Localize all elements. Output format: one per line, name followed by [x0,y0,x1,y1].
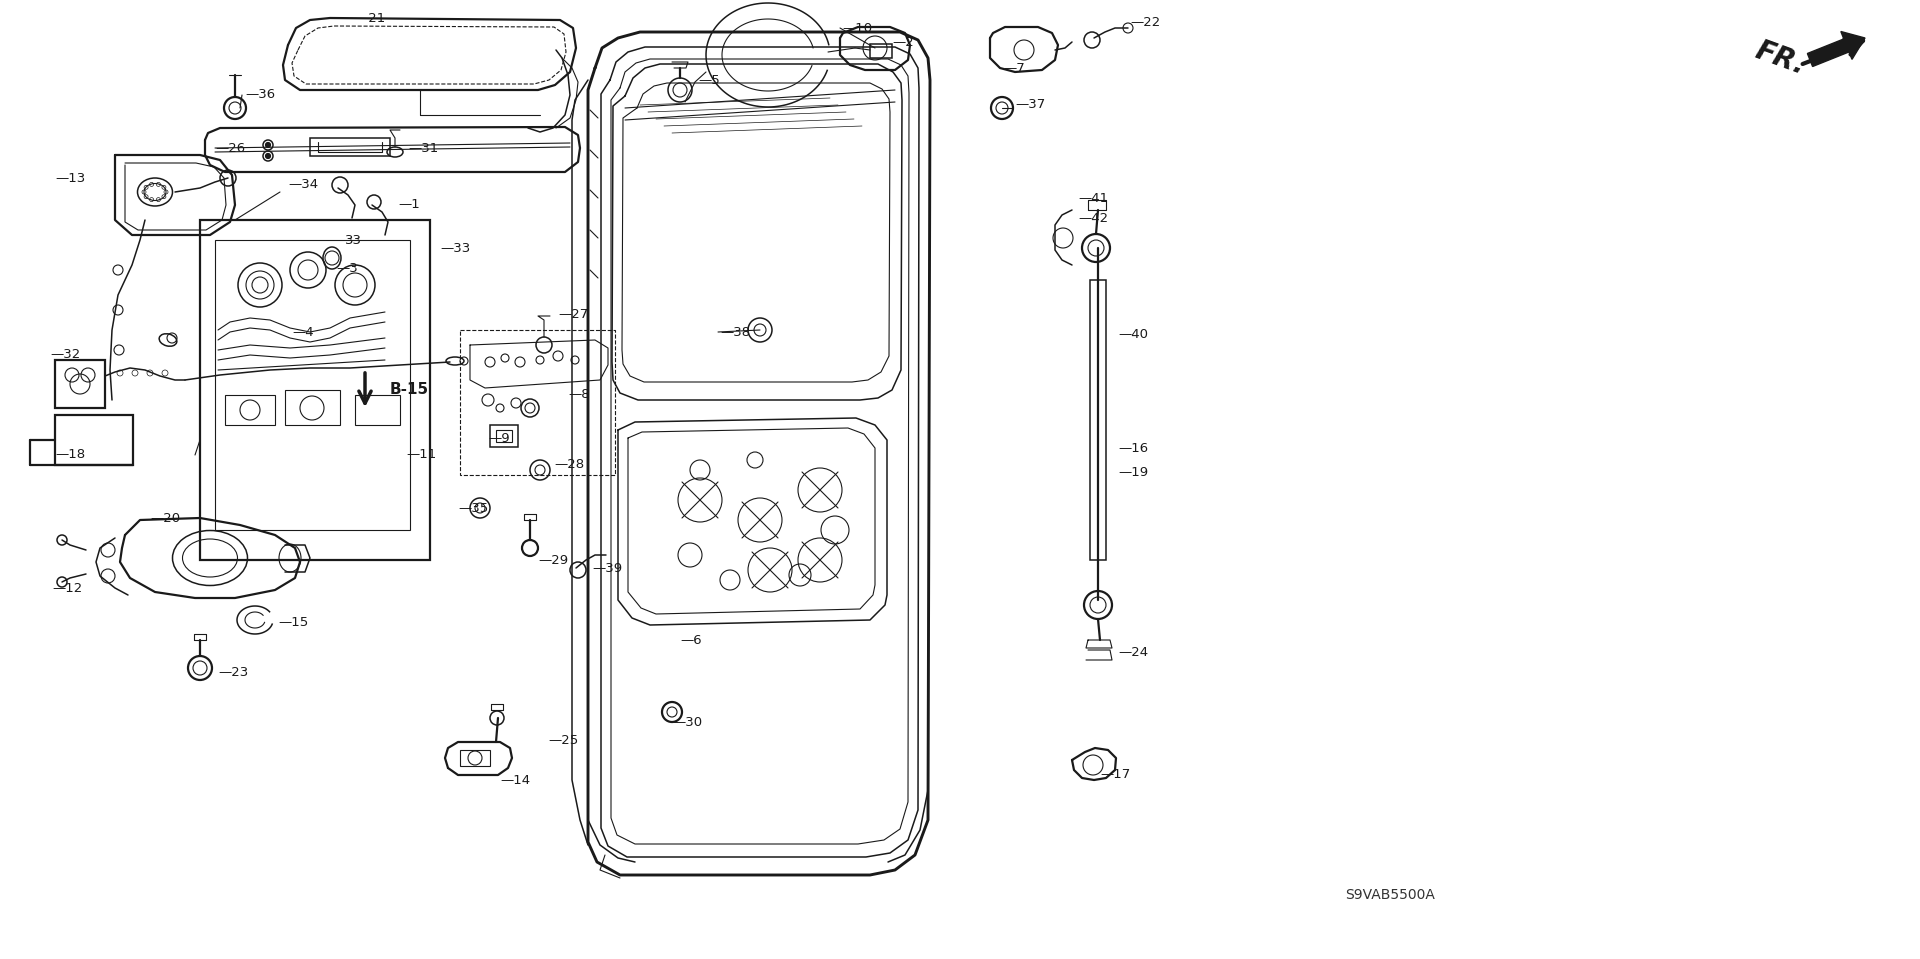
Text: —41: —41 [1077,192,1108,204]
Text: —33: —33 [440,242,470,254]
Bar [225,395,275,425]
Text: —7: —7 [1002,61,1025,75]
Text: B-15: B-15 [390,383,430,397]
Text: —6: —6 [680,634,701,646]
Text: —42: —42 [1077,212,1108,224]
Text: —14: —14 [499,774,530,786]
Text: —9: —9 [488,432,509,445]
FancyArrow shape [1807,32,1864,66]
Text: —25: —25 [547,734,578,746]
Text: —34: —34 [288,178,319,192]
Bar [495,430,513,442]
Text: —39: —39 [591,562,622,574]
Text: —15: —15 [278,616,309,628]
Text: —40: —40 [1117,329,1148,341]
Text: —29: —29 [538,553,568,567]
Text: FR.: FR. [1751,36,1809,80]
Text: —13: —13 [56,172,84,184]
Bar [461,750,490,766]
Bar [870,44,893,58]
Text: —21: —21 [355,12,386,25]
Bar [355,395,399,425]
Text: —2: —2 [893,35,914,49]
Text: —5: —5 [699,74,720,86]
Bar [309,138,390,156]
Text: —4: —4 [292,325,313,339]
Text: —26: —26 [215,142,246,154]
Bar [461,330,614,475]
Circle shape [267,143,271,147]
Text: 33: 33 [346,233,363,246]
Text: —24: —24 [1117,645,1148,659]
Text: —12: —12 [52,581,83,595]
Text: —28: —28 [555,458,584,472]
Text: —32: —32 [50,348,81,362]
Text: —19: —19 [1117,465,1148,479]
Text: —11: —11 [405,449,436,461]
Text: —37: —37 [1016,99,1044,111]
Text: —10: —10 [843,21,872,35]
Text: —17: —17 [1100,768,1131,782]
Text: —20: —20 [150,511,180,525]
Text: —18: —18 [56,449,84,461]
Circle shape [267,154,271,158]
Bar [284,390,340,425]
Bar [1091,280,1106,560]
Bar [56,415,132,465]
Text: —38: —38 [720,325,751,339]
Bar [215,240,411,530]
Text: —30: —30 [672,715,703,729]
Text: —35: —35 [459,502,488,514]
Text: —27: —27 [559,309,588,321]
Bar [56,360,106,408]
Text: —22: —22 [1131,15,1160,29]
Text: —16: —16 [1117,441,1148,455]
Text: —31: —31 [407,142,438,154]
Text: —1: —1 [397,199,420,212]
Bar [200,220,430,560]
Text: —23: —23 [219,666,248,679]
Bar [490,425,518,447]
Text: S9VAB5500A: S9VAB5500A [1346,888,1434,902]
Text: —8: —8 [568,388,589,402]
Text: —36: —36 [246,88,275,102]
Text: —3: —3 [336,262,357,274]
